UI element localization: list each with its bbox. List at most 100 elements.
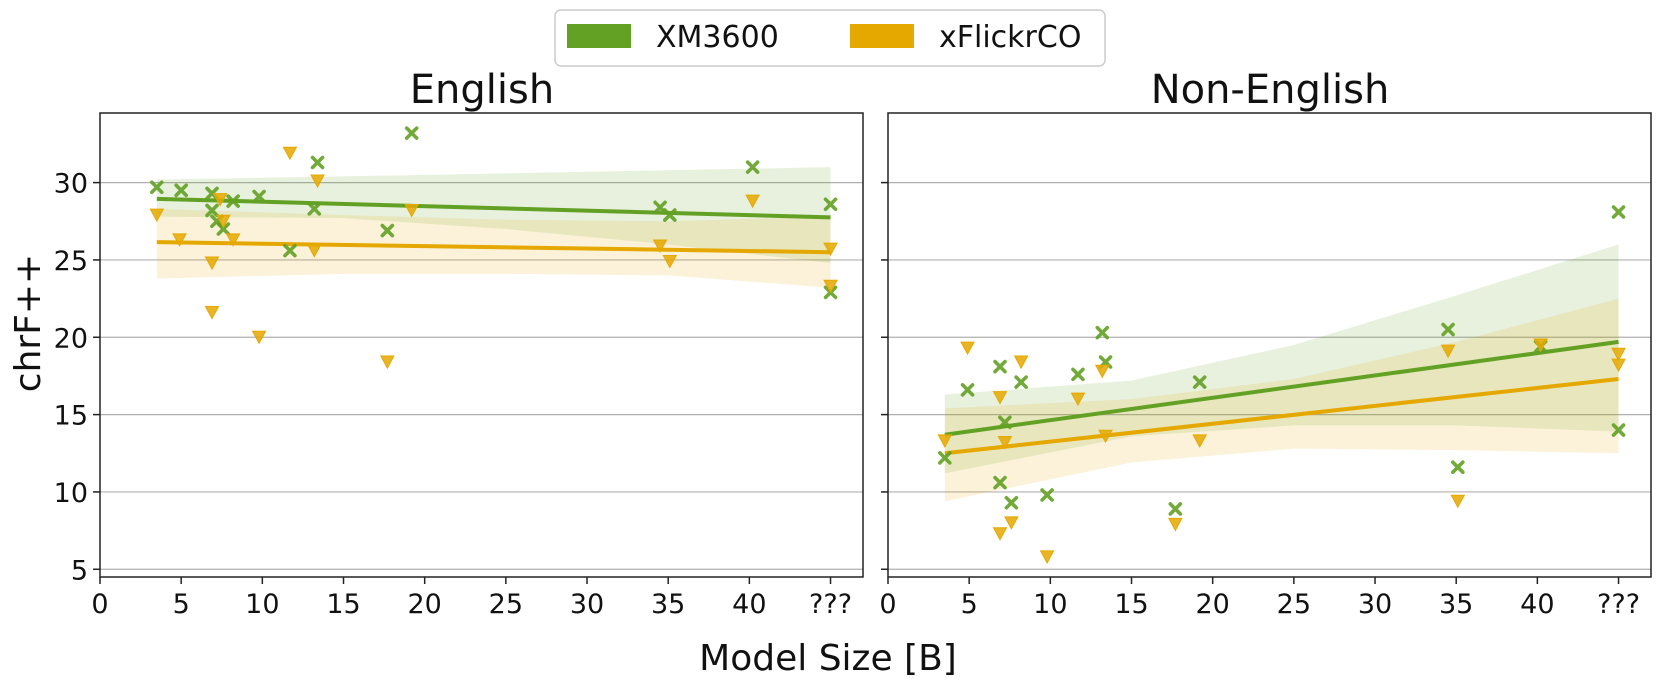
confidence-bands xyxy=(156,167,831,288)
point-xm3600 xyxy=(307,202,322,216)
point-xm3600 xyxy=(938,451,952,465)
y-tick-label: 5 xyxy=(71,555,88,586)
point-xflickrco xyxy=(1450,494,1466,509)
point-xflickrco xyxy=(1611,347,1626,362)
point-xflickrco xyxy=(380,355,395,370)
point-xm3600 xyxy=(993,359,1007,374)
point-xm3600 xyxy=(823,197,838,212)
point-xflickrco xyxy=(997,435,1013,450)
point-xflickrco xyxy=(204,256,220,271)
point-xflickrco xyxy=(1094,364,1110,379)
confidence-bands xyxy=(944,244,1619,502)
x-tick-label: 0 xyxy=(879,589,896,620)
point-xm3600 xyxy=(310,155,325,170)
point-xflickrco xyxy=(1440,344,1456,359)
point-xm3600 xyxy=(1192,375,1207,389)
point-xflickrco xyxy=(225,233,241,247)
confidence-band-xm3600 xyxy=(156,167,831,264)
point-xm3600 xyxy=(745,160,760,174)
x-tick-label: 20 xyxy=(1196,589,1230,620)
grid-lines xyxy=(888,182,1651,570)
point-xm3600 xyxy=(663,208,677,222)
point-xflickrco xyxy=(992,391,1008,405)
x-tick-label: 35 xyxy=(651,589,685,620)
point-xflickrco xyxy=(1098,429,1113,444)
point-xm3600 xyxy=(404,126,419,140)
point-xflickrco xyxy=(937,434,953,448)
x-tick-label: 20 xyxy=(408,589,442,620)
x-tick-label: 0 xyxy=(91,589,108,620)
x-tick-label: 5 xyxy=(173,589,190,620)
y-tick-label: 25 xyxy=(54,246,88,277)
point-xflickrco xyxy=(652,239,668,254)
trend-line-xflickrco xyxy=(944,377,1619,456)
x-tick-label: 15 xyxy=(1114,589,1148,620)
x-axis-title: Model Size [B] xyxy=(699,638,957,679)
point-xflickrco xyxy=(745,194,760,209)
point-xflickrco xyxy=(662,254,678,269)
point-xm3600 xyxy=(226,194,240,208)
point-xm3600 xyxy=(205,203,219,218)
data-points xyxy=(149,126,838,370)
point-xm3600 xyxy=(960,383,975,397)
grid-lines xyxy=(100,182,863,570)
point-xm3600 xyxy=(1168,502,1183,516)
plot-frame xyxy=(99,112,864,578)
x-tick-label: 40 xyxy=(1520,589,1554,620)
confidence-band-xm3600 xyxy=(944,244,1619,474)
legend-swatch-xm3600 xyxy=(567,24,631,48)
x-tick-label: 35 xyxy=(1439,589,1473,620)
point-xflickrco xyxy=(823,279,838,294)
x-tick-label: 40 xyxy=(732,589,766,620)
point-xm3600 xyxy=(1451,460,1465,474)
point-xflickrco xyxy=(149,208,165,223)
point-xm3600 xyxy=(1071,367,1085,382)
point-xm3600 xyxy=(1611,423,1626,437)
point-xflickrco xyxy=(216,214,231,229)
x-tick-label: 30 xyxy=(1358,589,1392,620)
x-tick-label: 25 xyxy=(1277,589,1311,620)
point-xm3600 xyxy=(380,223,395,238)
point-xflickrco xyxy=(992,527,1008,541)
y-tick-label: 15 xyxy=(54,401,88,432)
x-tick-label: 10 xyxy=(245,589,279,620)
legend-label-xflickrco: xFlickrCO xyxy=(939,20,1081,55)
point-xflickrco xyxy=(172,233,187,247)
x-tick-label: 25 xyxy=(489,589,523,620)
point-xflickrco xyxy=(1533,338,1548,353)
point-xflickrco xyxy=(1004,516,1019,530)
x-tick-label: ??? xyxy=(1597,589,1640,620)
point-xflickrco xyxy=(204,306,220,320)
point-xm3600 xyxy=(1095,325,1110,340)
point-xflickrco xyxy=(1168,517,1183,532)
point-xm3600 xyxy=(993,475,1007,490)
y-axis-title: chrF++ xyxy=(8,254,49,392)
x-tick-label: ??? xyxy=(809,589,852,620)
x-tick-label: 15 xyxy=(326,589,360,620)
panel-title-non-english: Non-English xyxy=(1151,67,1390,113)
point-xm3600 xyxy=(1441,322,1455,337)
y-tick-label: 20 xyxy=(54,323,88,354)
point-xflickrco xyxy=(310,174,325,189)
point-xm3600 xyxy=(216,222,231,236)
point-xflickrco xyxy=(404,203,420,218)
x-tick-label: 30 xyxy=(570,589,604,620)
point-xflickrco xyxy=(212,193,228,207)
panel-title-english: English xyxy=(410,67,554,113)
point-xflickrco xyxy=(1070,392,1086,407)
point-xm3600 xyxy=(998,415,1012,430)
trend-line-xm3600 xyxy=(944,339,1619,437)
axis-ticks: 0 5 10 15 20 25 30 35 40??? xyxy=(879,181,1640,620)
point-xflickrco xyxy=(823,242,838,257)
point-xm3600 xyxy=(174,183,188,198)
point-xm3600 xyxy=(252,189,266,204)
point-xm3600 xyxy=(1004,495,1019,510)
point-xm3600 xyxy=(1014,375,1028,389)
point-xflickrco xyxy=(960,341,975,356)
point-xflickrco xyxy=(1039,550,1055,564)
legend-frame xyxy=(554,9,1106,67)
trend-line-xm3600 xyxy=(156,196,831,220)
point-xflickrco xyxy=(282,146,298,161)
